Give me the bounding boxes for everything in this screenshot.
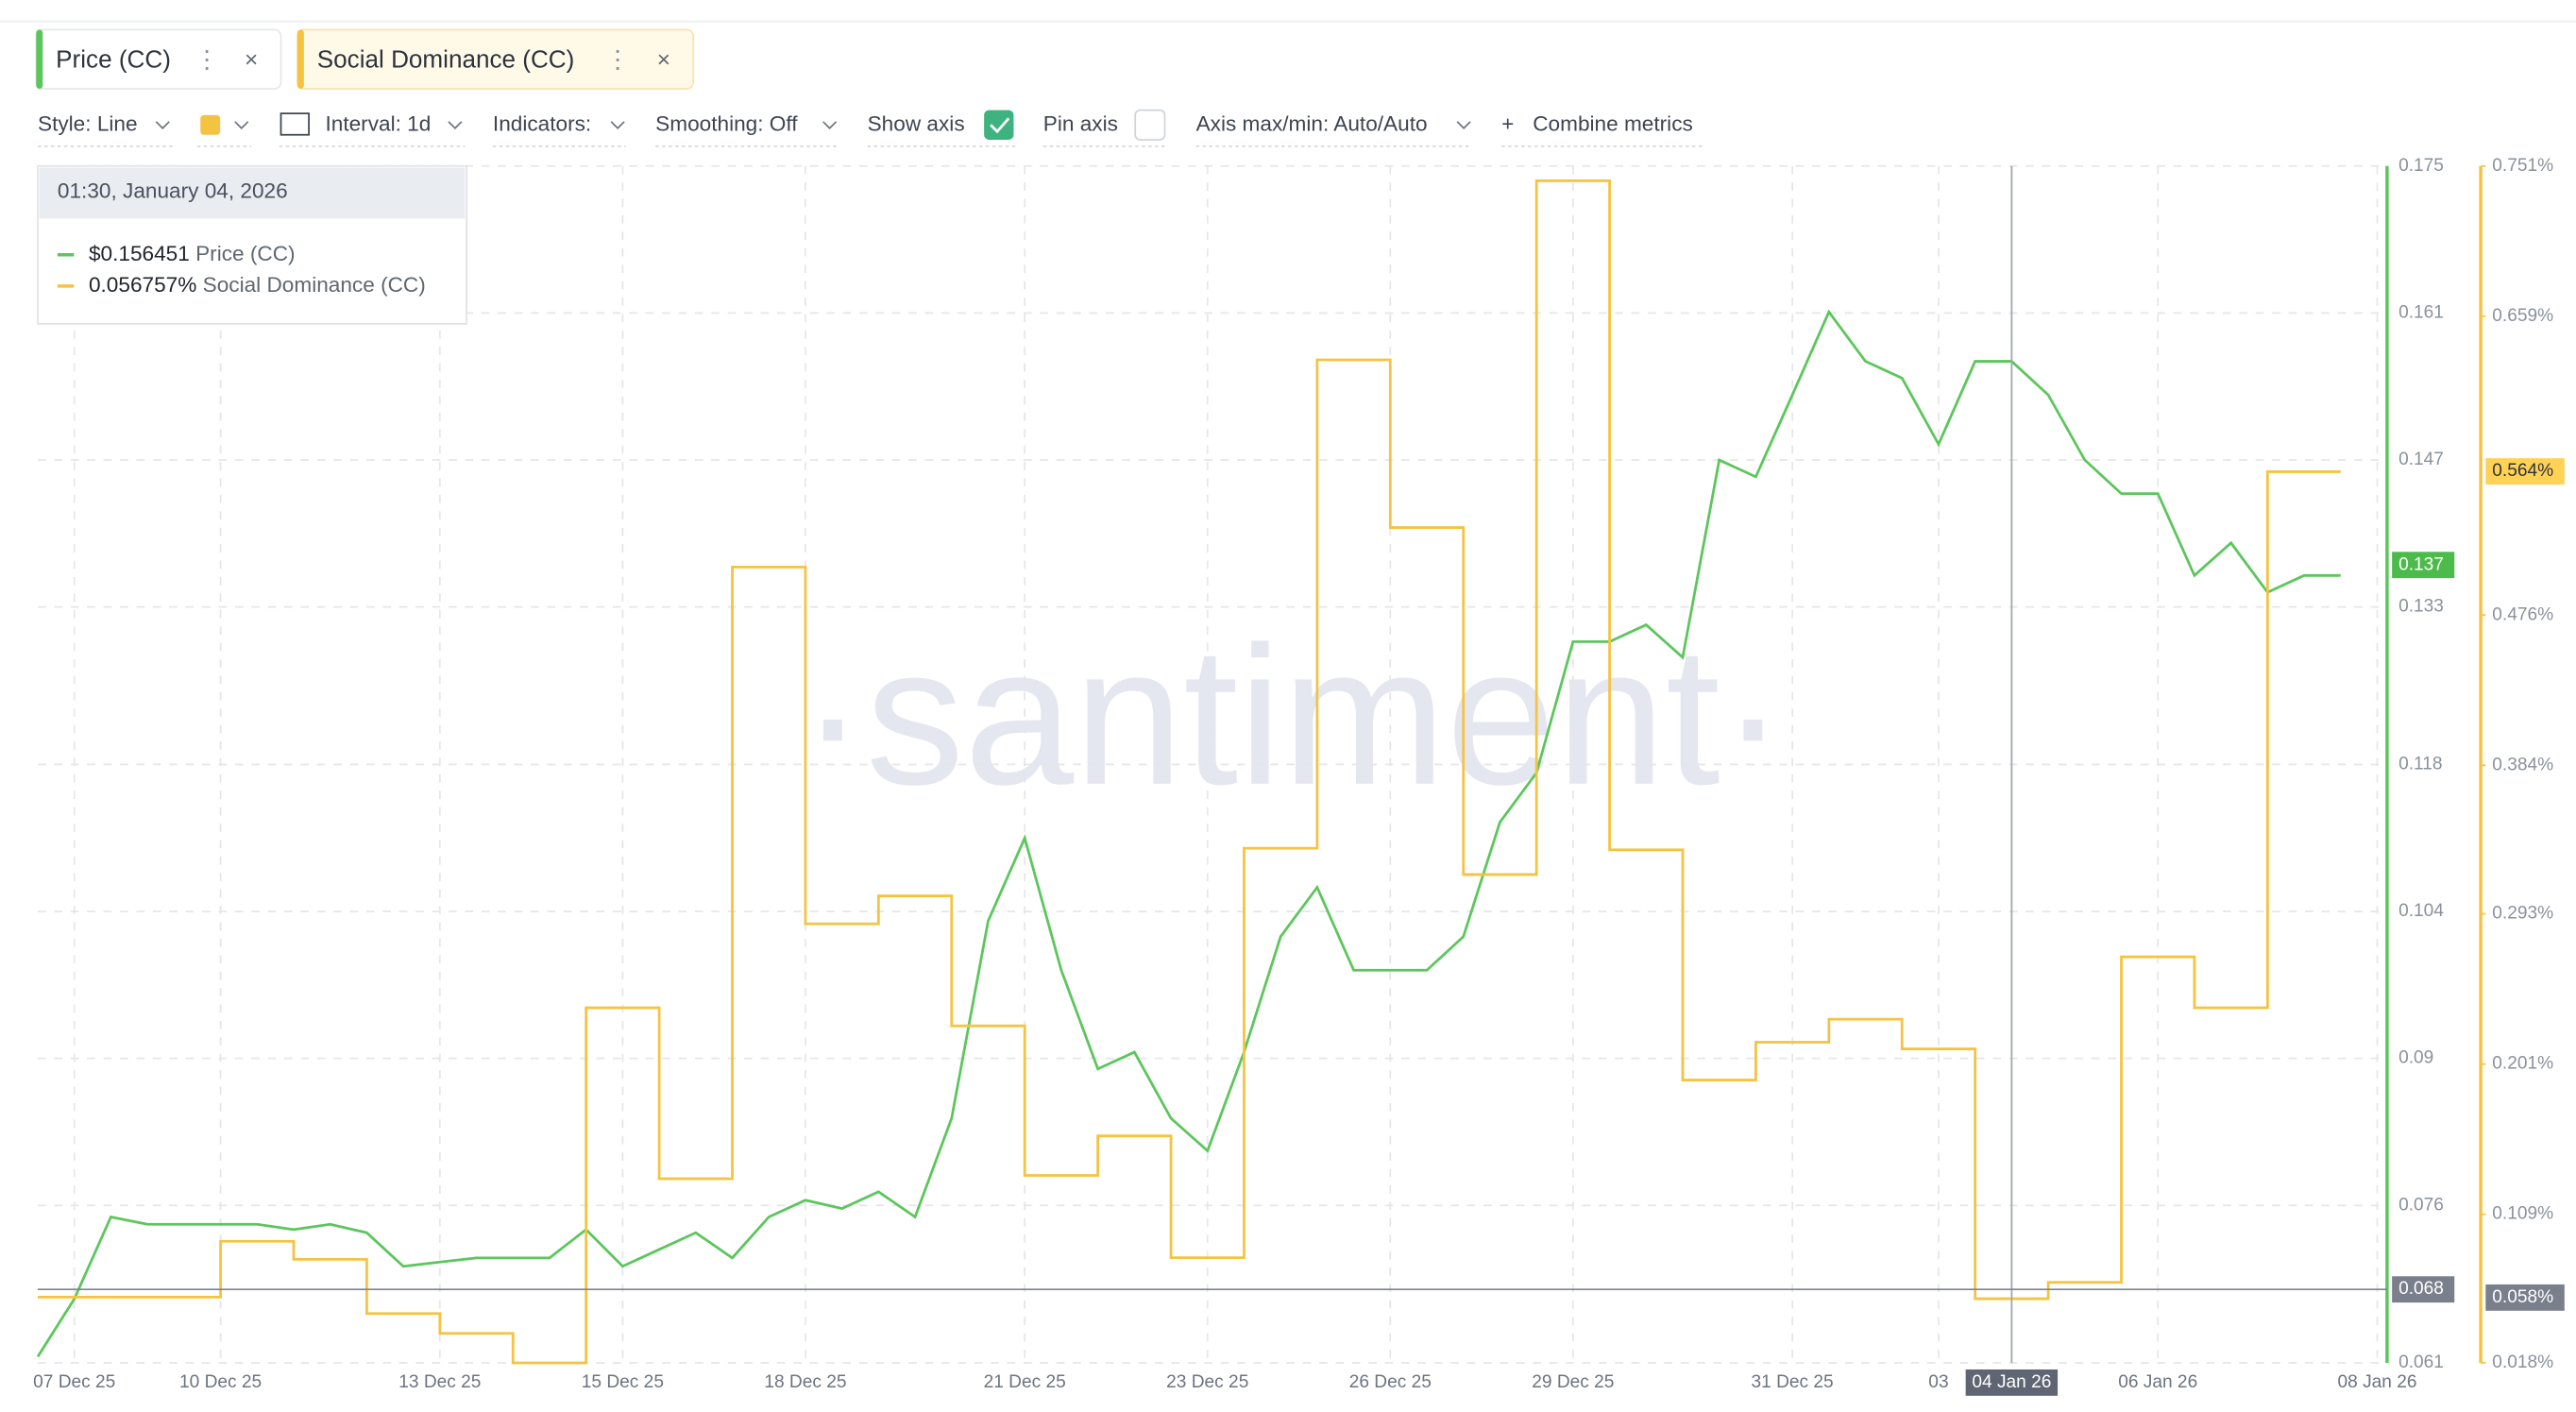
y-tick-label: 0.076 xyxy=(2398,1195,2444,1215)
tab-label[interactable]: Social Dominance (CC) xyxy=(317,44,575,73)
y2-tick-label: 0.109% xyxy=(2492,1204,2553,1224)
control[interactable]: Style: Line xyxy=(38,111,138,135)
x-tick-label: 15 Dec 25 xyxy=(582,1372,664,1392)
control[interactable]: Indicators: xyxy=(493,111,591,135)
control[interactable]: Combine metrics xyxy=(1533,111,1693,135)
y2-tick-label: 0.201% xyxy=(2492,1054,2553,1074)
x-tick-label: 06 Jan 26 xyxy=(2118,1372,2197,1392)
x-tick-label: 23 Dec 25 xyxy=(1166,1372,1248,1392)
y2-tick-label: 0.751% xyxy=(2492,156,2553,176)
control[interactable]: Show axis xyxy=(868,111,965,135)
series-line xyxy=(36,309,2341,1358)
tab-label[interactable]: Price (CC) xyxy=(56,44,171,73)
watermark: ·santiment· xyxy=(800,606,1786,826)
control[interactable]: Axis max/min: Auto/Auto xyxy=(1196,111,1428,135)
y2-tick-label: 0.293% xyxy=(2492,904,2553,924)
y2-tick-label: 0.659% xyxy=(2492,306,2553,326)
last-value-label: 0.564% xyxy=(2492,461,2553,481)
x-tick-label: 08 Jan 26 xyxy=(2337,1372,2416,1392)
crosshair-x-label: 04 Jan 26 xyxy=(1972,1372,2051,1392)
x-tick-label: 18 Dec 25 xyxy=(764,1372,846,1392)
y-tick-label: 0.061 xyxy=(2398,1352,2444,1372)
tooltip: 01:30, January 04, 2026 $0.156451 Price … xyxy=(37,164,467,325)
x-tick-label: 29 Dec 25 xyxy=(1532,1372,1614,1392)
y2-tick-label: 0.018% xyxy=(2492,1352,2553,1372)
tab[interactable]: Price (CC) ⋮ × xyxy=(35,28,282,90)
tooltip-value: 0.056757% xyxy=(89,273,196,297)
y-tick-label: 0.09 xyxy=(2398,1048,2433,1068)
x-tick-label: 13 Dec 25 xyxy=(398,1372,481,1392)
y-tick-label: 0.147 xyxy=(2398,450,2444,469)
tooltip-value: 0.056757% Social Dominance (CC) xyxy=(89,273,426,297)
last-value-badge xyxy=(2485,458,2565,485)
x-tick-label: 07 Dec 25 xyxy=(33,1372,115,1392)
x-tick-label: 03 xyxy=(1928,1372,1948,1392)
toolbar: Style: Line Interval: 1d Indicators: Smo… xyxy=(38,109,1703,147)
svg-text:×: × xyxy=(657,47,670,73)
tooltip-name: Price (CC) xyxy=(195,242,295,265)
svg-text:⋮: ⋮ xyxy=(605,44,630,73)
crosshair-y-badge xyxy=(2392,1276,2455,1303)
y-tick-label: 0.175 xyxy=(2398,156,2444,176)
crosshair-y2-badge xyxy=(2485,1284,2565,1311)
svg-text:+: + xyxy=(1501,111,1514,135)
svg-text:×: × xyxy=(245,47,258,73)
y-tick-label: 0.161 xyxy=(2398,302,2444,322)
crosshair-y2-label: 0.058% xyxy=(2492,1287,2553,1307)
svg-text:⋮: ⋮ xyxy=(195,44,219,73)
control[interactable]: Smoothing: Off xyxy=(655,111,798,135)
crosshair-y-label: 0.068 xyxy=(2398,1279,2444,1299)
control[interactable]: Pin axis xyxy=(1043,111,1118,135)
tooltip-value: $0.156451 xyxy=(89,242,190,265)
x-tick-label: 26 Dec 25 xyxy=(1349,1372,1432,1392)
x-tick-label: 21 Dec 25 xyxy=(984,1372,1066,1392)
x-tick-label: 10 Dec 25 xyxy=(179,1372,262,1392)
y2-tick-label: 0.384% xyxy=(2492,755,2553,774)
y2-tick-label: 0.476% xyxy=(2492,604,2553,624)
tooltip-name: Social Dominance (CC) xyxy=(203,273,426,297)
series-line xyxy=(38,179,2341,1365)
last-value-label: 0.137 xyxy=(2398,554,2444,574)
last-value-badge xyxy=(2392,552,2455,579)
tooltip-value: $0.156451 Price (CC) xyxy=(89,242,296,265)
y-tick-label: 0.118 xyxy=(2398,754,2442,774)
y-tick-label: 0.133 xyxy=(2398,597,2444,617)
tab[interactable]: Social Dominance (CC) ⋮ × xyxy=(297,28,695,90)
crosshair-x-badge xyxy=(1965,1369,2059,1396)
y-tick-label: 0.104 xyxy=(2398,901,2444,921)
control[interactable]: Interval: 1d xyxy=(325,111,431,135)
tooltip-time: 01:30, January 04, 2026 xyxy=(58,179,288,203)
x-tick-label: 31 Dec 25 xyxy=(1752,1372,1834,1392)
